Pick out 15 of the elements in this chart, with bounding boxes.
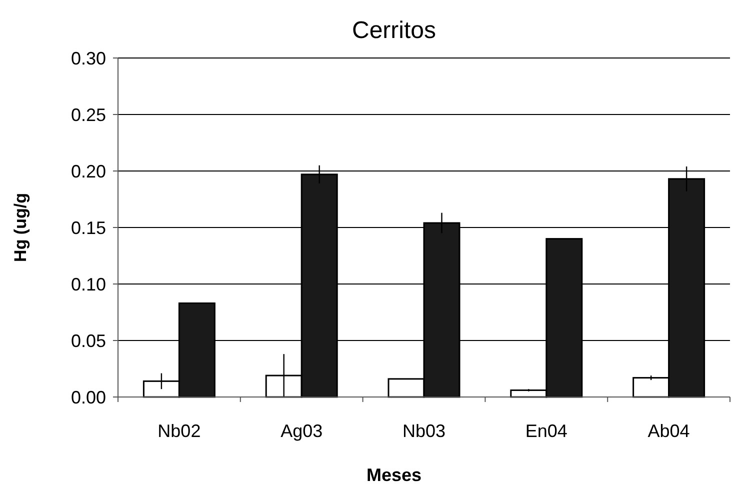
x-tick-label: En04 (525, 421, 568, 441)
y-tick-label: 0.10 (70, 274, 106, 294)
y-tick-label: 0.15 (70, 218, 106, 238)
y-tick-label: 0.20 (70, 161, 106, 182)
y-tick-label: 0.05 (70, 330, 106, 351)
y-tick-label: 0.00 (70, 387, 106, 408)
x-tick-label: Ab04 (648, 421, 690, 441)
y-tick-label: 0.30 (70, 48, 106, 68)
x-tick-label: Nb03 (402, 421, 446, 441)
chart-title: Cerritos (352, 17, 436, 44)
x-axis-title: Meses (366, 465, 422, 485)
x-tick-label: Nb02 (158, 421, 201, 441)
y-axis-title: Hg (ug/g (11, 193, 30, 262)
x-tick-label: Ag03 (280, 421, 323, 441)
y-tick-label: 0.25 (70, 104, 106, 125)
